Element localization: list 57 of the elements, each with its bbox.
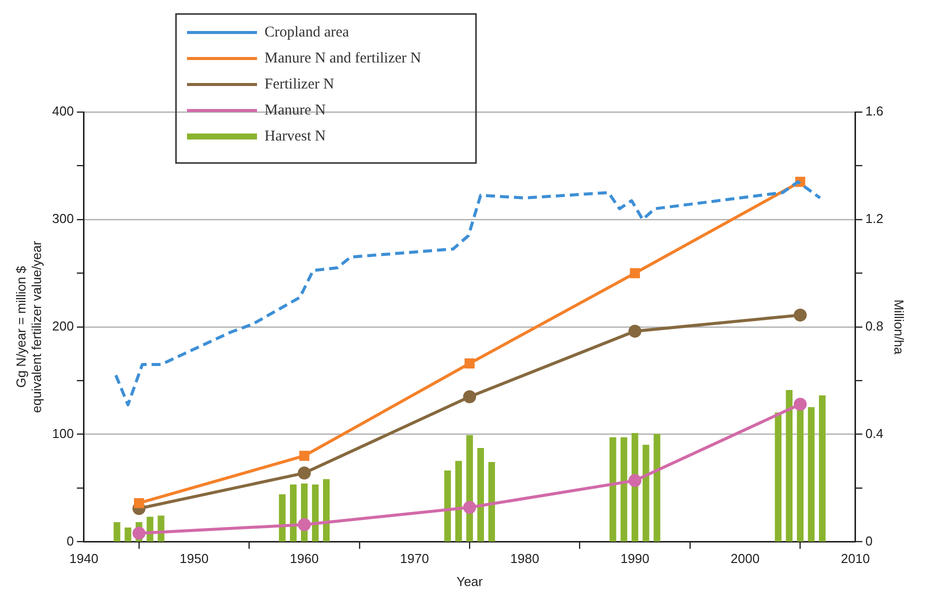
legend-label: Harvest N xyxy=(264,128,326,144)
bar xyxy=(124,528,132,542)
x-tick-label: 1990 xyxy=(620,551,650,566)
x-tick-label: 1970 xyxy=(400,551,429,566)
bar xyxy=(290,484,297,542)
point xyxy=(299,450,310,461)
bar xyxy=(323,479,330,542)
x-tick-label: 1950 xyxy=(180,551,209,566)
y-tick-label: 400 xyxy=(52,104,74,119)
bar xyxy=(278,494,286,542)
bar xyxy=(654,434,660,542)
y2-tick-label: 1.2 xyxy=(865,211,884,226)
bar xyxy=(455,460,462,542)
point xyxy=(298,518,311,532)
legend-label: Manure N xyxy=(264,102,326,118)
x-tick-label: 1940 xyxy=(69,551,98,566)
bar xyxy=(642,444,650,542)
bar xyxy=(786,390,793,542)
point xyxy=(794,308,807,322)
y-tick-label: 0 xyxy=(66,533,74,548)
x-tick-label: 2010 xyxy=(840,551,870,566)
point xyxy=(464,358,475,368)
bar xyxy=(444,470,451,542)
bar xyxy=(620,437,628,542)
y-tick-label: 100 xyxy=(52,426,74,441)
x-tick-label: 1980 xyxy=(510,551,540,566)
y-tick-label: 300 xyxy=(52,211,74,226)
point xyxy=(628,324,642,338)
y2-tick-label: 0.8 xyxy=(865,318,884,334)
x-tick-label: 2000 xyxy=(730,551,760,566)
point xyxy=(628,474,642,488)
point xyxy=(298,466,311,480)
bar xyxy=(610,437,616,542)
point xyxy=(630,268,640,278)
y-axis-title: Gg N/year = million $ equivalent fertilizer value/year xyxy=(13,240,44,413)
bar xyxy=(312,484,319,542)
legend-label: Fertilizer N xyxy=(264,76,334,92)
bar xyxy=(488,462,495,542)
point xyxy=(463,390,476,404)
x-axis-title: Year xyxy=(456,574,484,589)
y2-axis-title: Million/ha xyxy=(892,299,907,356)
legend-label: Manure N and fertilizer N xyxy=(264,50,422,66)
point xyxy=(134,498,144,508)
point xyxy=(132,526,146,540)
bar xyxy=(818,395,826,542)
x-tick-label: 1960 xyxy=(290,551,319,566)
point xyxy=(463,500,476,514)
legend-label: Cropland area xyxy=(264,24,350,40)
bar xyxy=(114,522,120,542)
y-tick-label: 200 xyxy=(52,318,74,334)
y2-tick-label: 1.6 xyxy=(865,104,884,119)
bar xyxy=(774,412,782,542)
y2-tick-label: 0 xyxy=(865,533,873,548)
bar xyxy=(808,407,815,542)
point xyxy=(794,398,807,411)
bar xyxy=(477,448,484,542)
y2-tick-label: 0.4 xyxy=(865,426,884,441)
